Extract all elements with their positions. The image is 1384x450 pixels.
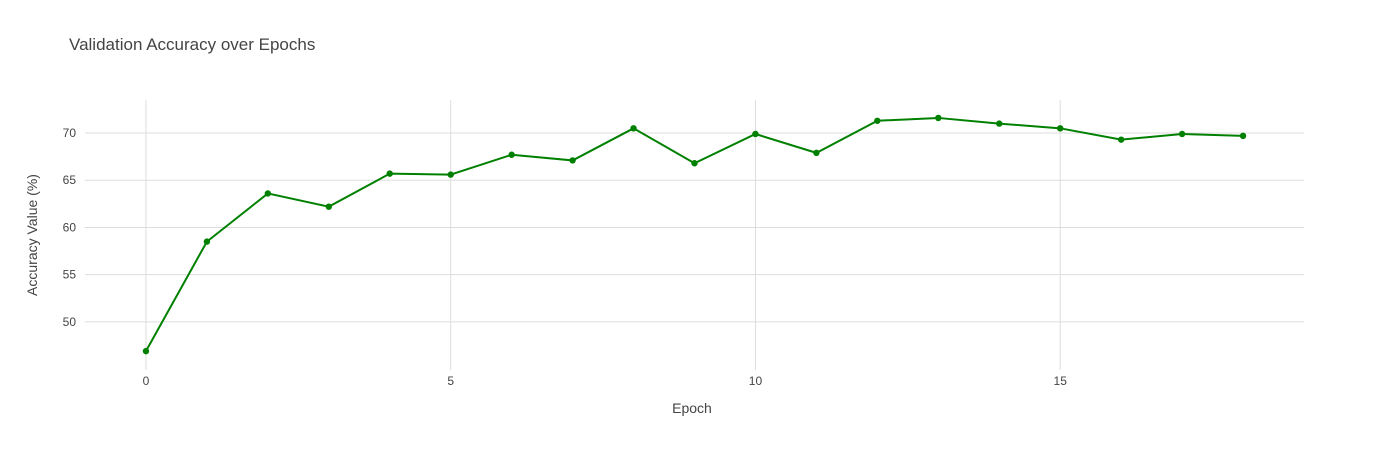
- data-point: [508, 151, 515, 158]
- data-point: [935, 114, 942, 122]
- y-tick-label: 50: [63, 315, 77, 329]
- y-tick-label: 60: [63, 220, 77, 234]
- data-point: [325, 203, 332, 210]
- x-axis-title: Epoch: [672, 400, 712, 416]
- y-axis-title: Accuracy Value (%): [24, 174, 40, 296]
- x-tick-label: 10: [749, 374, 763, 388]
- data-point: [569, 157, 576, 164]
- data-point: [203, 238, 211, 245]
- data-point: [386, 170, 393, 177]
- data-point: [996, 120, 1003, 127]
- data-point: [1178, 130, 1186, 138]
- chart-title: Validation Accuracy over Epochs: [69, 35, 315, 54]
- data-point: [874, 117, 881, 124]
- x-tick-label: 15: [1054, 374, 1068, 388]
- data-point: [142, 347, 150, 355]
- accuracy-series-line: [145, 116, 1244, 352]
- data-point: [1239, 132, 1247, 140]
- tick-labels: 50 55 60 65 70 0 5 10 15: [63, 126, 1068, 388]
- y-tick-label: 55: [63, 268, 77, 282]
- x-tick-label: 5: [447, 374, 454, 388]
- data-point: [1057, 125, 1064, 132]
- data-point: [447, 171, 454, 178]
- data-point: [630, 125, 637, 132]
- y-tick-label: 65: [63, 173, 77, 187]
- data-point: [691, 160, 698, 167]
- x-tick-label: 0: [143, 374, 150, 388]
- gridlines: [85, 100, 1304, 370]
- data-point: [1117, 136, 1125, 143]
- data-point: [752, 130, 759, 138]
- markers-layer: [142, 114, 1247, 355]
- data-point: [264, 190, 272, 197]
- y-tick-label: 70: [63, 126, 77, 140]
- series-layer: [145, 116, 1244, 352]
- data-point: [813, 149, 820, 157]
